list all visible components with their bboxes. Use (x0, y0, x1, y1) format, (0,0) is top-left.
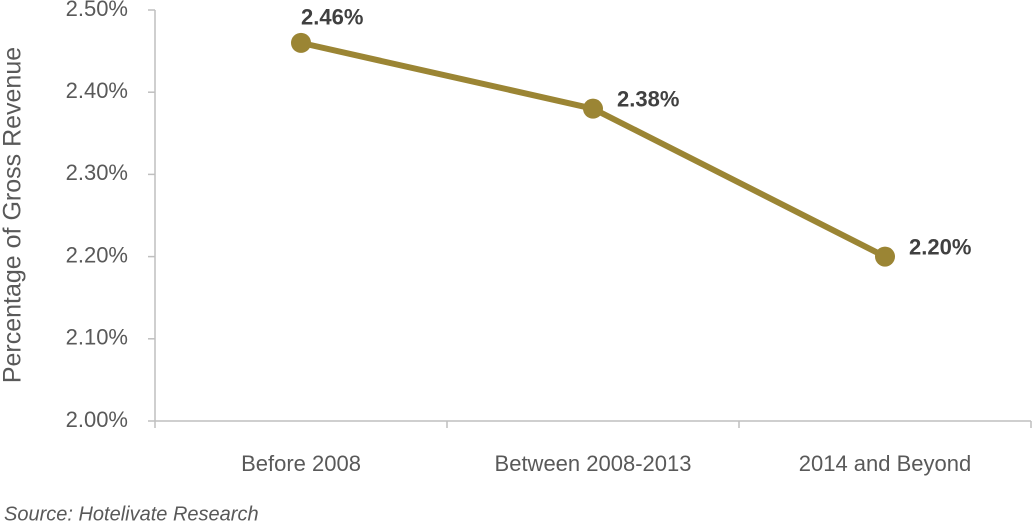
data-point (875, 246, 895, 267)
value-label: 2.20% (909, 234, 971, 259)
data-point (291, 32, 311, 53)
x-tick-label: Before 2008 (241, 451, 361, 476)
y-tick-label: 2.50% (66, 0, 128, 21)
data-point (583, 98, 603, 119)
y-tick-label: 2.00% (66, 407, 128, 432)
x-tick-label: 2014 and Beyond (799, 451, 972, 476)
y-tick-label: 2.40% (66, 78, 128, 103)
value-label: 2.46% (301, 5, 363, 30)
y-tick-label: 2.30% (66, 160, 128, 185)
line-series (300, 39, 887, 260)
value-label: 2.38% (617, 86, 679, 111)
y-tick-label: 2.20% (66, 242, 128, 267)
y-tick-label: 2.10% (66, 325, 128, 350)
x-tick-label: Between 2008-2013 (495, 451, 692, 476)
y-axis-title: Percentage of Gross Revenue (0, 47, 27, 383)
source-note: Source: Hotelivate Research (4, 503, 259, 525)
